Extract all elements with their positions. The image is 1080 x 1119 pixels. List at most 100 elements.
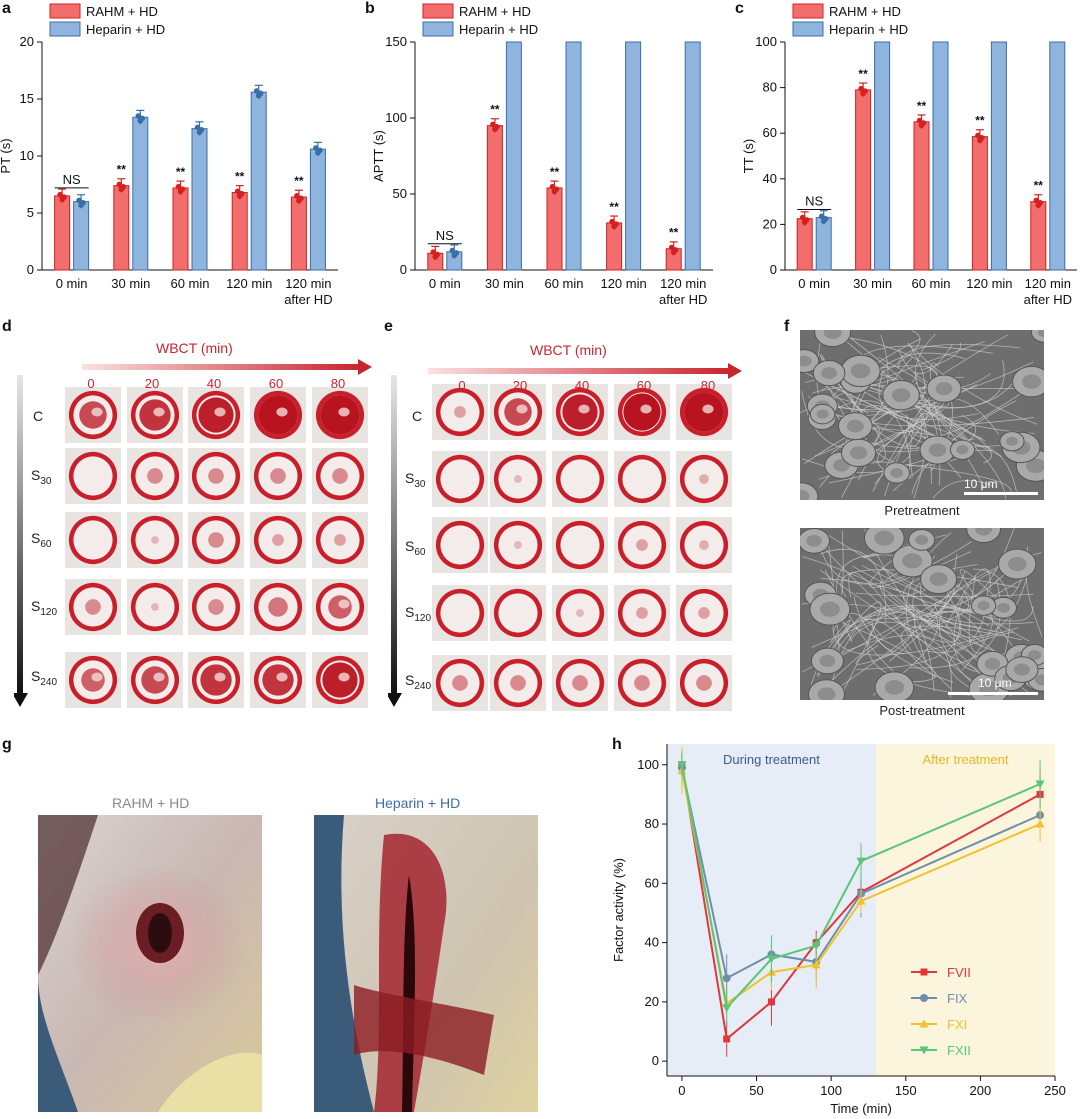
bar [54,195,71,271]
data-point [860,90,866,97]
y-axis-label: Factor activity (%) [611,858,626,962]
x-tick-label: 30 min [853,276,892,291]
x-tick-label: 50 [749,1083,763,1098]
well-inner [135,520,175,560]
dose-arrow [17,375,23,695]
well-inner [196,587,236,627]
well-clot [514,541,522,549]
y-tick-label: 0 [770,262,777,277]
legend-swatch [49,3,81,19]
data-point [977,137,983,144]
y-tick-label: 100 [637,757,659,772]
well-clot [514,475,522,483]
x-tick-label: 0 [678,1083,685,1098]
time-arrow-head [728,363,742,379]
well-highlight [578,404,590,414]
legend-label: FIX [947,991,968,1006]
well-clot [268,597,288,617]
data-point [920,994,928,1002]
well-clot [510,675,526,691]
legend-label: RAHM + HD [86,4,158,19]
well-highlight [214,672,226,682]
wbct-tick-d: 0 [87,376,95,391]
red-blood-cell-center [800,489,810,500]
bar [546,187,563,271]
well-inner [73,456,113,496]
data-point [432,254,439,260]
fibrin-strand [848,571,910,636]
chart-b: RAHM + HD Heparin + HD 0 50 100 150 APTT (s) NS… [371,3,713,307]
wbct-tick-d: 80 [330,376,346,391]
fibrin-strand [820,577,938,696]
significance-label: ** [609,200,619,214]
y-tick-label: 20 [763,216,777,231]
sem-image-pretreatment [800,330,1044,500]
bar [625,41,642,271]
wbct-grid-e [388,363,742,711]
data-point [137,118,144,124]
well-clot [334,534,346,546]
red-blood-cell-center [1013,663,1030,676]
x-tick-label: 60 min [544,276,583,291]
red-blood-cell-center [928,443,947,457]
panel-label-a: a [2,0,11,17]
dose-arrow [391,375,397,695]
data-point [820,218,827,224]
dose-arrow-head [14,693,28,707]
data-point [236,193,243,199]
x-tick-label: 0 min [798,276,830,291]
well-inner [196,520,236,560]
well-clot [272,534,284,546]
red-blood-cell-center [935,382,953,396]
bar [486,125,503,271]
bar [796,218,813,271]
significance-label: ** [176,165,186,179]
x-tick-label: 120 min [600,276,646,291]
wbct-grid-d [14,359,372,708]
data-point [451,252,458,259]
well-clot [208,468,224,484]
well-inner [135,587,175,627]
well-inner [135,456,175,496]
y-tick-label: 100 [755,34,777,49]
red-blood-cell-center [1035,674,1044,686]
x-tick-label: 250 [1044,1083,1066,1098]
scale-bar [948,692,1038,695]
significance-label: ** [235,169,245,183]
well-inner [320,456,360,496]
series-line [680,767,1041,980]
well-clot [634,675,650,691]
red-blood-cell-center [819,654,836,668]
well-clot [696,675,712,691]
series-line [680,764,1041,1041]
bar [606,222,623,271]
red-blood-cell-center [800,355,812,367]
significance-label: ** [550,165,560,179]
well-clot [151,536,159,544]
series-line [680,764,1041,1010]
chart-c: RAHM + HD Heparin + HD 0 20 40 60 80 100 TT (s) N… [741,3,1077,307]
fibrin-strand [893,445,1017,492]
fibrin-strand [903,619,989,676]
time-arrow-head [358,359,372,375]
data-point [611,223,617,230]
wbct-tick-d: 20 [144,376,160,391]
data-point [918,122,925,129]
sem-scale-label: 10 μm [964,477,998,491]
wbct-tick-e: 20 [512,378,528,393]
data-point [118,186,125,193]
well-inner [560,593,600,633]
well-highlight [702,404,714,414]
wbct-tick-e: 0 [458,378,466,393]
wbct-title-e: WBCT (min) [530,342,607,358]
bar [231,191,248,271]
well-inner [498,525,538,565]
data-point [766,955,776,964]
wbct-tick-d: 60 [268,376,284,391]
wbct-tick-d: 40 [206,376,222,391]
well-clot [576,609,584,617]
well-inner [498,459,538,499]
wbct-row-label-d: S120 [31,598,58,618]
well-inner [440,663,480,703]
fibrin-strand [929,611,1003,634]
